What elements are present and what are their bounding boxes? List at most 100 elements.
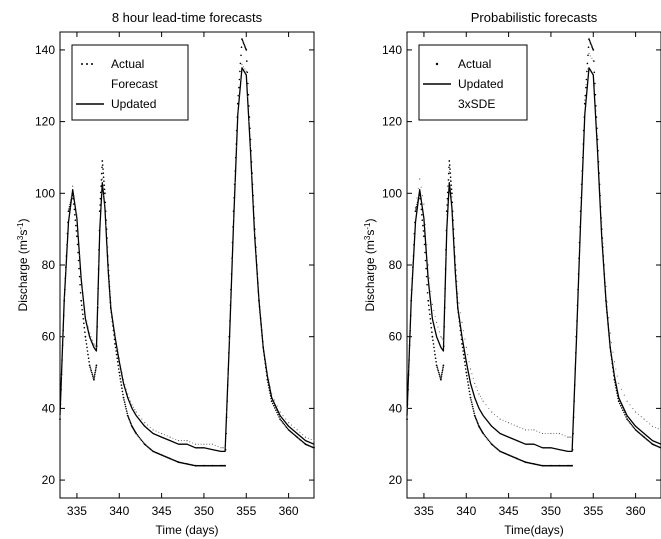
data-point <box>463 357 465 359</box>
chart-title: 8 hour lead-time forecasts <box>112 10 263 25</box>
data-point <box>590 55 591 56</box>
data-point <box>618 383 619 384</box>
data-point <box>430 291 431 292</box>
data-point <box>412 262 413 263</box>
data-point <box>192 442 193 443</box>
data-point <box>576 329 577 330</box>
data-point <box>476 386 477 387</box>
data-point <box>99 221 100 222</box>
data-point <box>117 349 118 350</box>
data-point <box>468 387 470 389</box>
y-tick-label: 60 <box>42 330 56 344</box>
data-point <box>483 401 484 402</box>
y-tick-label: 140 <box>35 43 55 57</box>
x-tick-label: 360 <box>626 504 646 518</box>
data-point <box>277 405 278 406</box>
series-line-updated <box>60 68 314 452</box>
data-point <box>109 280 110 281</box>
data-point <box>125 406 127 408</box>
data-point <box>87 354 89 356</box>
data-point <box>257 275 258 276</box>
data-point <box>440 377 442 379</box>
data-point <box>440 379 442 381</box>
data-point <box>230 299 231 300</box>
data-point <box>96 365 98 367</box>
data-point <box>429 314 431 316</box>
data-point <box>217 446 218 447</box>
data-point <box>481 398 482 399</box>
data-point <box>85 315 86 316</box>
data-point <box>511 423 512 424</box>
data-point <box>451 196 452 197</box>
data-point <box>467 381 469 383</box>
data-point <box>448 179 450 181</box>
data-point <box>477 423 479 425</box>
data-point <box>234 182 235 183</box>
data-point <box>494 414 495 415</box>
data-point <box>79 276 81 278</box>
data-point <box>95 346 96 347</box>
data-point <box>573 401 574 402</box>
data-point <box>243 66 244 67</box>
data-point <box>562 434 563 435</box>
data-point <box>170 437 171 438</box>
data-point <box>580 207 581 208</box>
data-point <box>434 350 436 352</box>
chart-probabilistic-forecasts: Probabilistic forecasts 335 340 345 350 355 3… <box>363 10 661 537</box>
data-point <box>81 309 83 311</box>
data-point <box>107 247 108 248</box>
data-point <box>161 433 162 434</box>
data-point <box>209 444 210 445</box>
data-point <box>450 184 452 186</box>
data-point <box>93 377 95 379</box>
data-point <box>313 447 315 449</box>
data-point <box>92 375 94 377</box>
data-point <box>88 357 90 359</box>
data-point <box>425 224 426 225</box>
data-point <box>442 366 444 368</box>
data-point <box>103 172 105 174</box>
data-point <box>84 331 86 333</box>
legend-label-sde: 3xSDE <box>458 97 495 111</box>
data-point <box>450 188 451 189</box>
data-point <box>135 433 137 435</box>
data-point <box>94 372 96 374</box>
data-point <box>126 413 128 415</box>
legend-label-updated: Updated <box>111 97 156 111</box>
data-point <box>212 444 213 445</box>
data-point <box>614 361 615 362</box>
data-point <box>302 434 303 435</box>
data-point <box>621 407 623 409</box>
data-point <box>406 418 408 420</box>
data-point <box>486 437 488 439</box>
data-point <box>449 168 451 170</box>
data-point <box>473 410 475 412</box>
data-point <box>242 40 244 42</box>
data-point <box>470 399 472 401</box>
data-point <box>442 368 444 370</box>
data-point <box>101 173 103 175</box>
data-point <box>594 85 595 86</box>
data-point <box>435 357 437 359</box>
data-point <box>658 428 659 429</box>
data-point <box>449 164 451 166</box>
y-tick-label: 80 <box>42 258 56 272</box>
data-point <box>215 445 216 446</box>
data-point <box>237 110 238 111</box>
data-point <box>83 301 84 302</box>
data-point <box>421 187 422 188</box>
data-point <box>569 437 570 438</box>
data-point <box>416 198 417 199</box>
chart-lead-time-forecasts: 8 hour lead-time forecasts 335 340 345 350 3… <box>16 10 315 537</box>
data-point <box>265 362 266 363</box>
data-point <box>240 55 242 57</box>
data-point <box>90 370 92 372</box>
data-point <box>113 323 114 324</box>
data-point <box>240 79 241 80</box>
data-point <box>415 207 416 208</box>
data-point <box>251 175 252 176</box>
data-point <box>285 419 286 420</box>
x-tick-label: 350 <box>541 504 561 518</box>
data-point <box>273 405 275 407</box>
data-point <box>88 327 89 328</box>
